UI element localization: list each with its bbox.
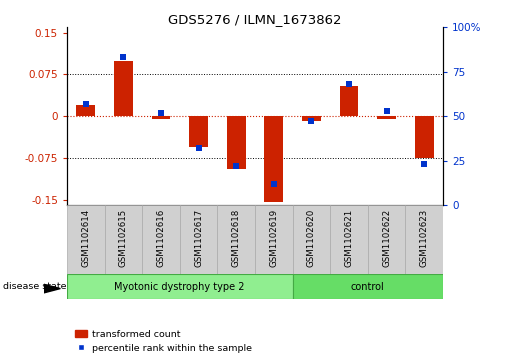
Bar [67, 205, 105, 274]
Polygon shape [44, 284, 60, 293]
Text: Myotonic dystrophy type 2: Myotonic dystrophy type 2 [114, 282, 245, 292]
Bar [293, 274, 443, 299]
Bar [76, 105, 95, 116]
Bar [405, 205, 443, 274]
Bar [151, 116, 170, 119]
Text: GSM1102617: GSM1102617 [194, 209, 203, 267]
Bar [264, 116, 283, 202]
Bar [227, 116, 246, 169]
Title: GDS5276 / ILMN_1673862: GDS5276 / ILMN_1673862 [168, 13, 341, 26]
Bar [377, 116, 396, 119]
Text: GSM1102623: GSM1102623 [420, 209, 428, 267]
Bar [255, 205, 293, 274]
Text: GSM1102616: GSM1102616 [157, 209, 165, 267]
Legend: transformed count, percentile rank within the sample: transformed count, percentile rank withi… [72, 326, 255, 356]
Text: GSM1102618: GSM1102618 [232, 209, 241, 267]
Text: GSM1102614: GSM1102614 [81, 209, 90, 267]
Text: GSM1102615: GSM1102615 [119, 209, 128, 267]
Bar [105, 205, 142, 274]
Bar [189, 116, 208, 147]
Bar [368, 205, 405, 274]
Text: disease state: disease state [3, 282, 66, 291]
Text: GSM1102619: GSM1102619 [269, 209, 278, 267]
Text: control: control [351, 282, 385, 292]
Bar [339, 86, 358, 116]
Text: GSM1102622: GSM1102622 [382, 209, 391, 267]
Bar [180, 205, 217, 274]
Bar [293, 205, 330, 274]
Bar [67, 274, 293, 299]
Text: GSM1102620: GSM1102620 [307, 209, 316, 267]
Bar [302, 116, 321, 121]
Bar [330, 205, 368, 274]
Bar [217, 205, 255, 274]
Bar [415, 116, 434, 158]
Bar [142, 205, 180, 274]
Text: GSM1102621: GSM1102621 [345, 209, 353, 267]
Bar [114, 61, 133, 116]
